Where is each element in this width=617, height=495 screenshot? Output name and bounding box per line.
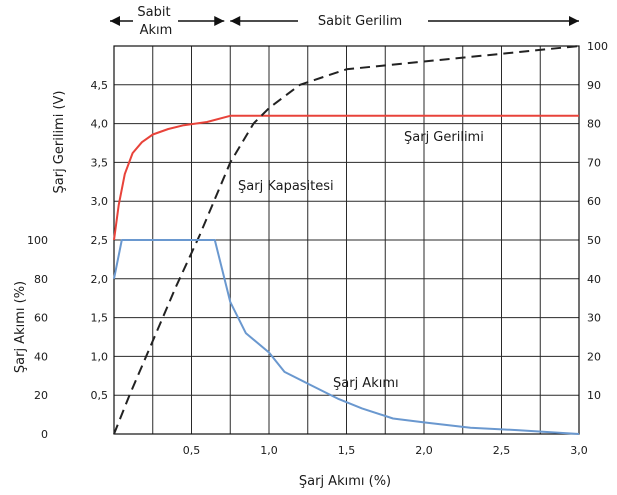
x-axis-title: Şarj Akımı (%) bbox=[299, 474, 391, 489]
y-tick-label-capacity: 80 bbox=[587, 118, 601, 131]
phase-label-constant-voltage: Sabit Gerilim bbox=[318, 14, 402, 29]
y-tick-label-capacity: 10 bbox=[587, 389, 601, 402]
phase-label-constant-current-2: Akım bbox=[140, 23, 173, 38]
y-tick-label-current-percent: 20 bbox=[34, 389, 48, 402]
y-tick-label-current-inner: 1,0 bbox=[91, 350, 109, 363]
y-axis-title-current: Şarj Akımı (%) bbox=[13, 281, 28, 373]
x-tick-label: 1,5 bbox=[338, 444, 356, 457]
arrow-head-cc-right bbox=[214, 16, 225, 26]
x-tick-label: 2,5 bbox=[493, 444, 511, 457]
y-tick-label-current-percent: 80 bbox=[34, 273, 48, 286]
y-tick-label-current-percent: 40 bbox=[34, 350, 48, 363]
y-tick-label-capacity: 60 bbox=[587, 195, 601, 208]
y-tick-label-current-percent: 100 bbox=[27, 234, 48, 247]
x-tick-label: 0,5 bbox=[183, 444, 201, 457]
y-tick-label-capacity: 20 bbox=[587, 350, 601, 363]
y-tick-label-current-inner: 2,0 bbox=[91, 273, 109, 286]
annotation-charge-capacity: Şarj Kapasitesi bbox=[238, 179, 334, 194]
y-tick-label-voltage: 3,0 bbox=[91, 195, 109, 208]
y-tick-label-capacity: 70 bbox=[587, 156, 601, 169]
annotation-charge-voltage: Şarj Gerilimi bbox=[404, 130, 484, 145]
y-tick-label-voltage: 3,5 bbox=[91, 156, 109, 169]
arrow-head-cc-left bbox=[110, 16, 120, 26]
y-axis-title-voltage: Şarj Gerilimi (V) bbox=[52, 90, 67, 193]
grid bbox=[110, 16, 580, 435]
series-layer bbox=[113, 45, 580, 435]
y-tick-label-capacity: 50 bbox=[587, 234, 601, 247]
y-tick-label-current-percent: 60 bbox=[34, 312, 48, 325]
y-tick-label-capacity: 100 bbox=[587, 40, 608, 53]
series-line-1 bbox=[113, 45, 580, 435]
arrow-head-cv-left bbox=[230, 16, 241, 26]
annotation-charge-current: Şarj Akımı bbox=[333, 376, 399, 391]
y-tick-label-current-percent: 0 bbox=[41, 428, 48, 441]
phase-label-constant-current-1: Sabit bbox=[137, 5, 170, 20]
y-tick-label-current-inner: 1,5 bbox=[91, 312, 109, 325]
y-tick-label-capacity: 30 bbox=[587, 312, 601, 325]
y-tick-label-capacity: 90 bbox=[587, 79, 601, 92]
x-tick-label: 3,0 bbox=[570, 444, 588, 457]
series-line-0 bbox=[113, 114, 579, 241]
y-tick-label-current-inner: 0,5 bbox=[91, 389, 109, 402]
arrow-head-cv-right bbox=[569, 16, 579, 26]
x-tick-label: 1,0 bbox=[260, 444, 278, 457]
x-tick-label: 2,0 bbox=[415, 444, 433, 457]
y-tick-label-current-inner: 2,5 bbox=[91, 234, 109, 247]
y-tick-label-capacity: 40 bbox=[587, 273, 601, 286]
series-line-2 bbox=[113, 239, 580, 435]
y-tick-label-voltage: 4,0 bbox=[91, 118, 109, 131]
y-tick-label-voltage: 4,5 bbox=[91, 79, 109, 92]
tick-labels: 0,5 1,0 1,5 2,0 2,5 3,0 3,0 3,5 4,0 4,5 0,5 1,0 1,5 2… bbox=[27, 40, 608, 457]
